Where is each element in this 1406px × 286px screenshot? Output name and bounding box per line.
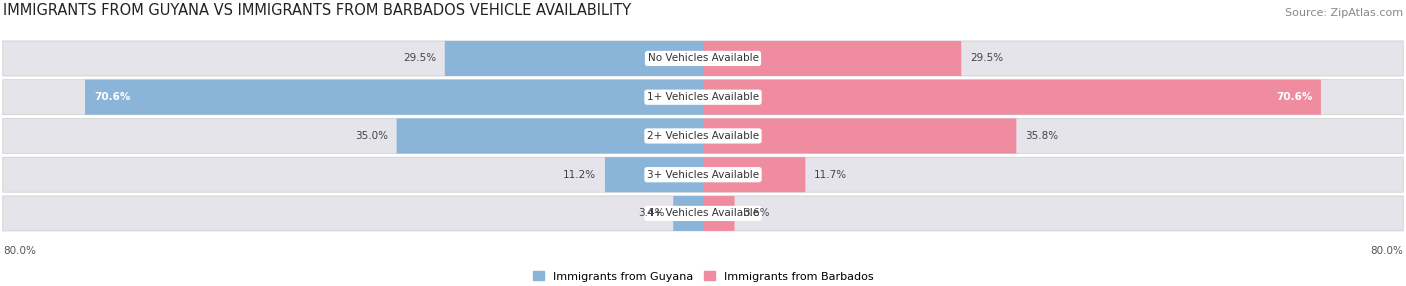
FancyBboxPatch shape	[3, 196, 1403, 231]
Text: 80.0%: 80.0%	[3, 246, 35, 256]
FancyBboxPatch shape	[703, 157, 806, 192]
FancyBboxPatch shape	[605, 157, 703, 192]
Text: No Vehicles Available: No Vehicles Available	[648, 53, 758, 63]
FancyBboxPatch shape	[703, 80, 1322, 115]
FancyBboxPatch shape	[444, 41, 703, 76]
FancyBboxPatch shape	[3, 118, 1403, 154]
Text: 80.0%: 80.0%	[1371, 246, 1403, 256]
Text: 3.6%: 3.6%	[744, 208, 769, 219]
FancyBboxPatch shape	[3, 80, 1403, 115]
FancyBboxPatch shape	[3, 41, 1403, 76]
Text: 29.5%: 29.5%	[970, 53, 1002, 63]
Text: Source: ZipAtlas.com: Source: ZipAtlas.com	[1285, 8, 1403, 18]
Text: 1+ Vehicles Available: 1+ Vehicles Available	[647, 92, 759, 102]
Text: 29.5%: 29.5%	[404, 53, 436, 63]
FancyBboxPatch shape	[703, 41, 962, 76]
Text: 3.4%: 3.4%	[638, 208, 665, 219]
FancyBboxPatch shape	[84, 80, 703, 115]
Text: 11.7%: 11.7%	[814, 170, 848, 180]
Text: IMMIGRANTS FROM GUYANA VS IMMIGRANTS FROM BARBADOS VEHICLE AVAILABILITY: IMMIGRANTS FROM GUYANA VS IMMIGRANTS FRO…	[3, 3, 631, 18]
FancyBboxPatch shape	[703, 118, 1017, 154]
Text: 3+ Vehicles Available: 3+ Vehicles Available	[647, 170, 759, 180]
Text: 70.6%: 70.6%	[94, 92, 131, 102]
Text: 2+ Vehicles Available: 2+ Vehicles Available	[647, 131, 759, 141]
FancyBboxPatch shape	[703, 196, 734, 231]
FancyBboxPatch shape	[396, 118, 703, 154]
Legend: Immigrants from Guyana, Immigrants from Barbados: Immigrants from Guyana, Immigrants from …	[529, 267, 877, 286]
FancyBboxPatch shape	[3, 157, 1403, 192]
Text: 11.2%: 11.2%	[562, 170, 596, 180]
Text: 35.0%: 35.0%	[354, 131, 388, 141]
Text: 35.8%: 35.8%	[1025, 131, 1059, 141]
FancyBboxPatch shape	[673, 196, 703, 231]
Text: 4+ Vehicles Available: 4+ Vehicles Available	[647, 208, 759, 219]
Text: 70.6%: 70.6%	[1275, 92, 1312, 102]
